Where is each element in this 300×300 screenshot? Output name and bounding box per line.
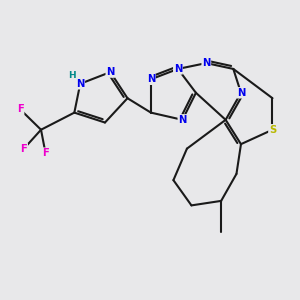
Text: N: N <box>202 58 211 68</box>
Text: N: N <box>76 79 84 89</box>
Text: F: F <box>17 104 24 115</box>
Text: F: F <box>20 144 27 154</box>
Text: F: F <box>42 148 49 158</box>
Text: H: H <box>68 71 76 80</box>
Text: N: N <box>174 64 182 74</box>
Text: N: N <box>106 67 115 77</box>
Text: S: S <box>269 125 276 135</box>
Text: N: N <box>178 115 187 125</box>
Text: N: N <box>237 88 245 98</box>
Text: N: N <box>147 74 155 84</box>
